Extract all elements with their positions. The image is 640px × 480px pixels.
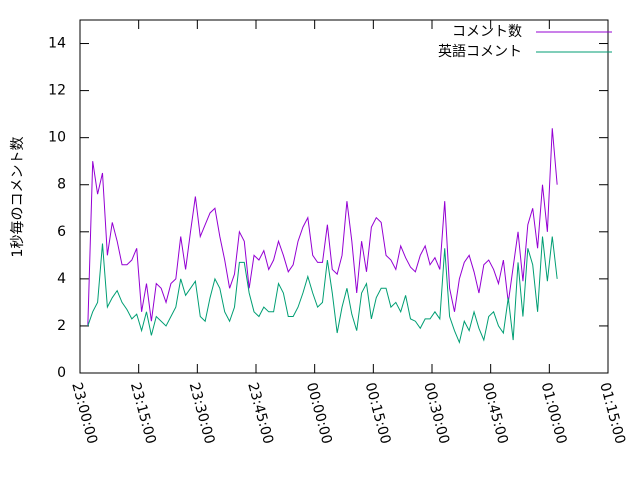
y-tick-label: 4 [57, 271, 66, 287]
y-tick-label: 8 [57, 177, 66, 193]
y-tick-label: 6 [57, 224, 66, 240]
y-axis-label: 1秒毎のコメント数 [10, 137, 26, 258]
legend-label: コメント数 [452, 24, 522, 40]
plot-border [79, 19, 609, 374]
y-tick-label: 12 [48, 83, 66, 99]
y-tick-label: 2 [57, 318, 66, 334]
series-line [87, 128, 558, 326]
series-line [87, 236, 558, 345]
y-tick-label: 0 [57, 365, 66, 381]
y-tick-label: 14 [48, 36, 66, 52]
legend-label: 英語コメント [438, 43, 522, 60]
y-tick-label: 10 [48, 130, 66, 146]
